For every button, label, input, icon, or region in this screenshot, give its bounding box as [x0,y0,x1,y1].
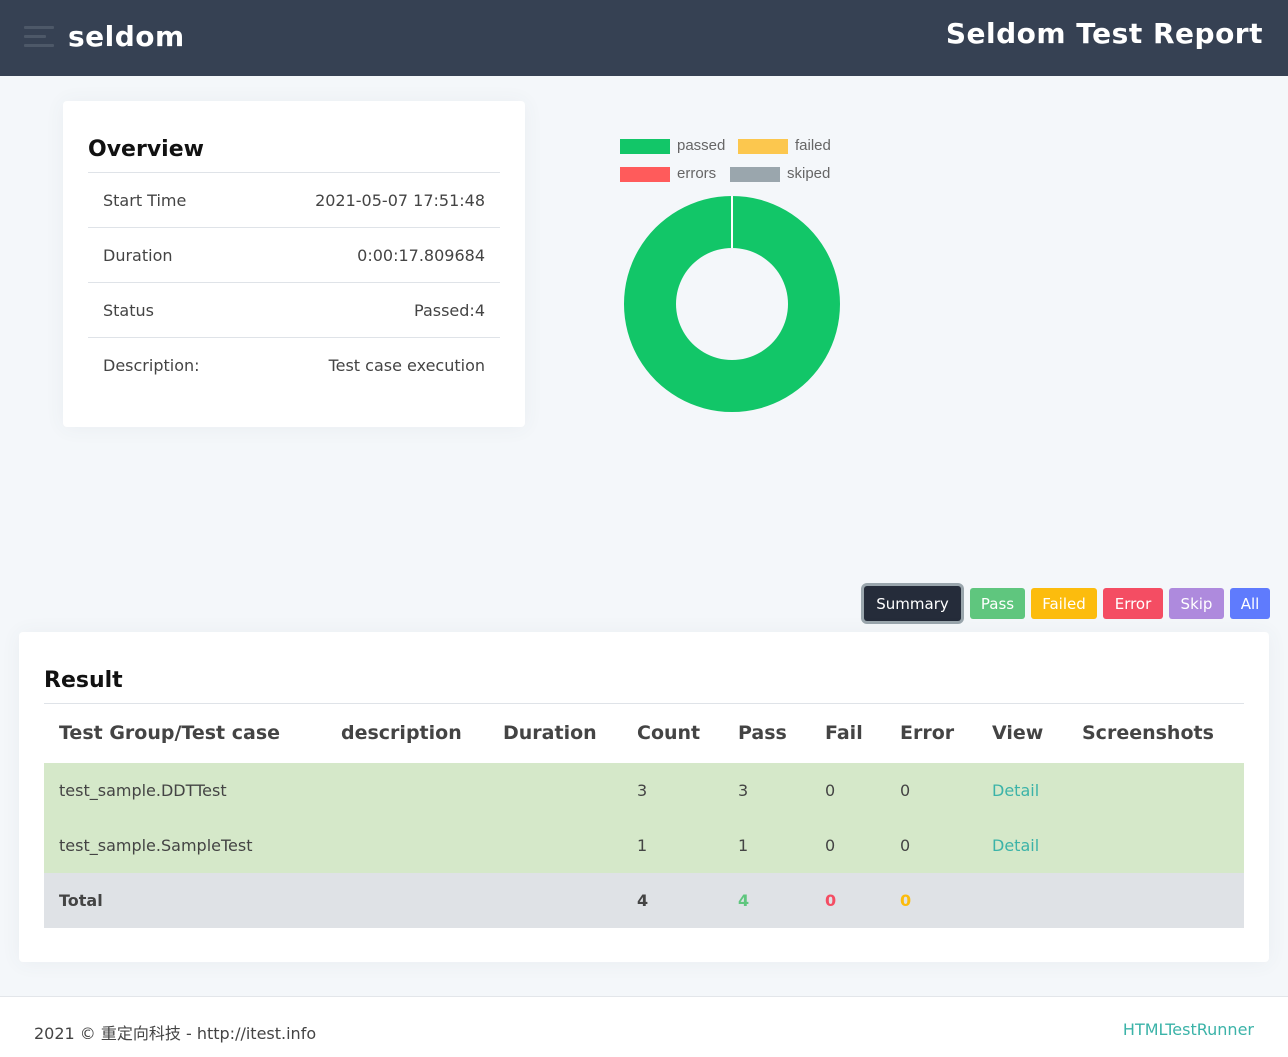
table-header-row: Test Group/Test case description Duratio… [44,703,1244,763]
legend-label-errors: errors [677,165,717,182]
test-description [326,762,488,818]
legend-swatch-skiped [730,167,780,182]
test-count: 1 [622,817,723,873]
test-pass: 3 [723,762,810,818]
filter-summary-button[interactable]: Summary [864,586,961,621]
test-group-name: test_sample.DDTTest [44,762,326,818]
filter-skip-button[interactable]: Skip [1169,588,1224,619]
column-header: Error [885,703,977,763]
total-error: 0 [885,872,977,928]
status-doughnut-chart [623,196,840,412]
empty-cell [977,872,1067,928]
overview-row-start-time: Start Time 2021-05-07 17:51:48 [88,172,500,227]
overview-value: Passed:4 [414,300,485,320]
test-description [326,817,488,873]
overview-card: Overview Start Time 2021-05-07 17:51:48 … [63,101,525,427]
footer: 2021 © 重定向科技 - http://itest.info HTMLTes… [0,996,1288,1057]
test-screenshots [1067,817,1244,873]
chart-legend: passed failed errors skiped [620,137,850,185]
total-count: 4 [622,872,723,928]
column-header: Test Group/Test case [44,703,326,763]
total-fail: 0 [810,872,885,928]
test-fail: 0 [810,817,885,873]
table-row: test_sample.DDTTest 3 3 0 0 Detail [44,762,1244,818]
test-fail: 0 [810,762,885,818]
hamburger-menu-icon[interactable] [24,26,56,50]
filter-bar: Summary Pass Failed Error Skip All [864,586,1270,621]
detail-link[interactable]: Detail [977,817,1067,873]
test-duration [488,762,622,818]
column-header: View [977,703,1067,763]
overview-value: 0:00:17.809684 [357,245,485,265]
test-duration [488,817,622,873]
legend-swatch-errors [620,167,670,182]
total-label: Total [44,872,326,928]
overview-title: Overview [88,137,204,162]
test-group-name: test_sample.SampleTest [44,817,326,873]
legend-swatch-failed [738,139,788,154]
overview-label: Start Time [103,190,187,210]
test-count: 3 [622,762,723,818]
test-pass: 1 [723,817,810,873]
filter-all-button[interactable]: All [1230,588,1270,619]
overview-row-status: Status Passed:4 [88,282,500,337]
column-header: Duration [488,703,622,763]
overview-label: Status [103,300,154,320]
total-row: Total 4 4 0 0 [44,872,1244,928]
detail-link[interactable]: Detail [977,762,1067,818]
legend-label-skiped: skiped [787,165,831,182]
filter-pass-button[interactable]: Pass [970,588,1025,619]
empty-cell [326,872,488,928]
column-header: Fail [810,703,885,763]
detail-link-text[interactable]: Detail [992,835,1040,855]
legend-label-failed: failed [795,137,831,154]
legend-label-passed: passed [677,137,726,154]
result-card: Result Test Group/Test case description … [19,632,1269,962]
overview-value: 2021-05-07 17:51:48 [315,190,485,210]
empty-cell [1067,872,1244,928]
chart-slice-passed[interactable] [623,196,840,412]
empty-cell [488,872,622,928]
filter-failed-button[interactable]: Failed [1031,588,1097,619]
footer-htmltestrunner-link[interactable]: HTMLTestRunner [1122,1020,1254,1039]
table-row: test_sample.SampleTest 1 1 0 0 Detail [44,817,1244,873]
test-error: 0 [885,762,977,818]
result-table: Test Group/Test case description Duratio… [44,703,1244,928]
overview-label: Duration [103,245,173,265]
result-title: Result [44,668,123,693]
brand-logo: seldom [68,20,185,53]
column-header: Count [622,703,723,763]
column-header: description [326,703,488,763]
footer-copyright: 2021 © 重定向科技 - http://itest.info [34,1024,317,1043]
total-pass: 4 [723,872,810,928]
filter-error-button[interactable]: Error [1103,588,1163,619]
overview-row-duration: Duration 0:00:17.809684 [88,227,500,282]
detail-link-text[interactable]: Detail [992,780,1040,800]
overview-row-description: Description: Test case execution [88,337,500,392]
legend-swatch-passed [620,139,670,154]
report-title: Seldom Test Report [945,17,1263,50]
overview-table: Start Time 2021-05-07 17:51:48 Duration … [88,172,500,392]
column-header: Pass [723,703,810,763]
overview-label: Description: [103,355,200,375]
overview-value: Test case execution [328,355,485,375]
top-bar: seldom Seldom Test Report [0,0,1288,76]
column-header: Screenshots [1067,703,1244,763]
test-screenshots [1067,762,1244,818]
test-error: 0 [885,817,977,873]
